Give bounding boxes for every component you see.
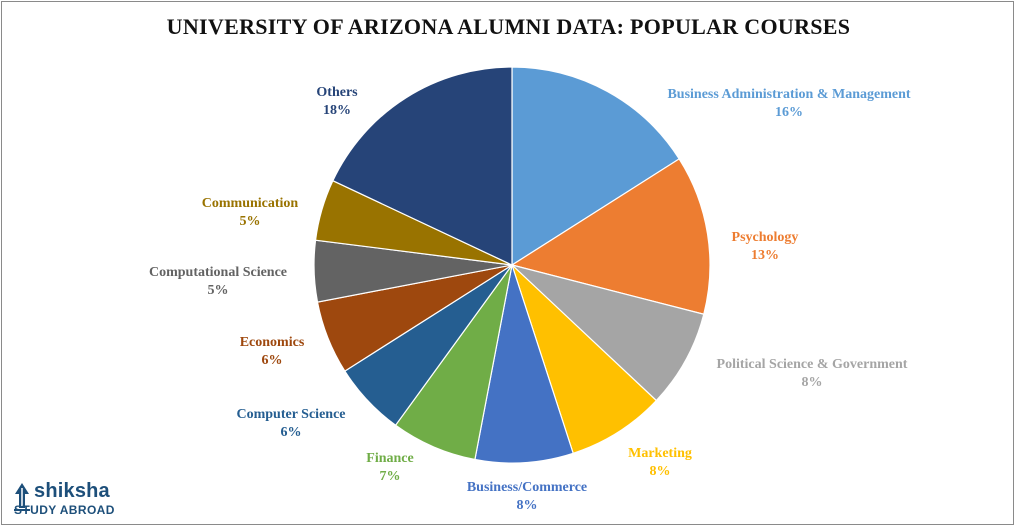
pie-slice-5 [474, 264, 574, 464]
slice-label-11: Others 18% [316, 85, 358, 118]
logo-subtitle: STUDY ABROAD [14, 503, 115, 517]
slice-category-label: Economics [240, 335, 305, 350]
slice-label-7: Computer Science 6% [237, 407, 346, 440]
pie-slice-11 [332, 66, 513, 266]
slice-category-label: Business Administration & Management [667, 87, 910, 102]
slice-label-5: Business/Commerce 8% [467, 480, 587, 513]
slice-percent-label: 18% [323, 103, 351, 118]
slice-label-1: Business Administration & Management 16% [667, 87, 910, 120]
slice-category-label: Others [316, 85, 358, 100]
slice-label-2: Psychology 13% [732, 230, 799, 263]
slice-percent-label: 5% [208, 283, 229, 298]
slice-percent-label: 5% [240, 214, 261, 229]
logo-wordmark: shiksha [34, 480, 110, 502]
pie-slice-2 [510, 158, 711, 315]
chart-title: UNIVERSITY OF ARIZONA ALUMNI DATA: POPUL… [166, 14, 851, 39]
slice-category-label: Computational Science [149, 265, 287, 280]
slice-category-label: Communication [202, 196, 299, 211]
slice-percent-label: 6% [262, 353, 283, 368]
pie-slice-1 [511, 66, 681, 267]
slice-percent-label: 8% [802, 375, 823, 390]
pie-slice-4 [511, 264, 658, 455]
slice-category-label: Business/Commerce [467, 480, 587, 495]
slice-percent-label: 8% [517, 498, 538, 513]
slice-category-label: Marketing [628, 446, 692, 461]
slice-percent-label: 7% [380, 469, 401, 484]
slice-label-10: Communication 5% [202, 196, 299, 229]
slice-percent-label: 6% [281, 425, 302, 440]
slice-label-3: Political Science & Government 8% [717, 357, 908, 390]
slice-category-label: Computer Science [237, 407, 346, 422]
slice-percent-label: 13% [751, 248, 779, 263]
slice-category-label: Psychology [732, 230, 799, 245]
slice-label-4: Marketing 8% [628, 446, 692, 479]
slice-percent-label: 16% [775, 105, 803, 120]
slice-label-9: Computational Science 5% [149, 265, 287, 298]
slice-label-6: Finance 7% [366, 451, 413, 484]
slice-percent-label: 8% [650, 464, 671, 479]
shiksha-logo: shiksha STUDY ABROAD [12, 480, 132, 522]
pen-nib-icon [14, 483, 30, 511]
slice-category-label: Finance [366, 451, 413, 466]
slice-category-label: Political Science & Government [717, 357, 908, 372]
slice-label-8: Economics 6% [240, 335, 305, 368]
pie-slice-3 [511, 264, 705, 402]
